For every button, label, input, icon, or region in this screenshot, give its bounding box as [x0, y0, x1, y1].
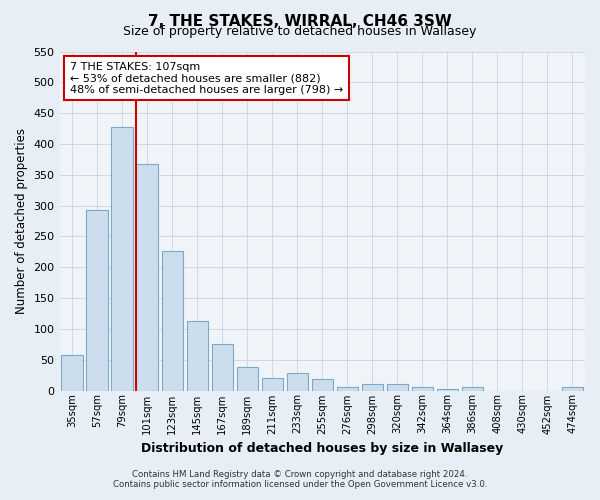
Bar [387, 384, 408, 390]
Bar [112, 126, 133, 390]
Bar [362, 384, 383, 390]
Bar [136, 164, 158, 390]
Bar [161, 251, 183, 390]
Bar [287, 372, 308, 390]
Bar [412, 388, 433, 390]
X-axis label: Distribution of detached houses by size in Wallasey: Distribution of detached houses by size … [141, 442, 503, 455]
Text: Contains HM Land Registry data © Crown copyright and database right 2024.
Contai: Contains HM Land Registry data © Crown c… [113, 470, 487, 489]
Bar [462, 388, 483, 390]
Bar [236, 367, 258, 390]
Bar [61, 356, 83, 390]
Bar [262, 378, 283, 390]
Text: Size of property relative to detached houses in Wallasey: Size of property relative to detached ho… [124, 25, 476, 38]
Bar [562, 387, 583, 390]
Bar [86, 210, 108, 390]
Text: 7 THE STAKES: 107sqm
← 53% of detached houses are smaller (882)
48% of semi-deta: 7 THE STAKES: 107sqm ← 53% of detached h… [70, 62, 343, 95]
Bar [212, 344, 233, 390]
Text: 7, THE STAKES, WIRRAL, CH46 3SW: 7, THE STAKES, WIRRAL, CH46 3SW [148, 14, 452, 29]
Bar [311, 380, 333, 390]
Bar [187, 321, 208, 390]
Y-axis label: Number of detached properties: Number of detached properties [15, 128, 28, 314]
Bar [337, 388, 358, 390]
